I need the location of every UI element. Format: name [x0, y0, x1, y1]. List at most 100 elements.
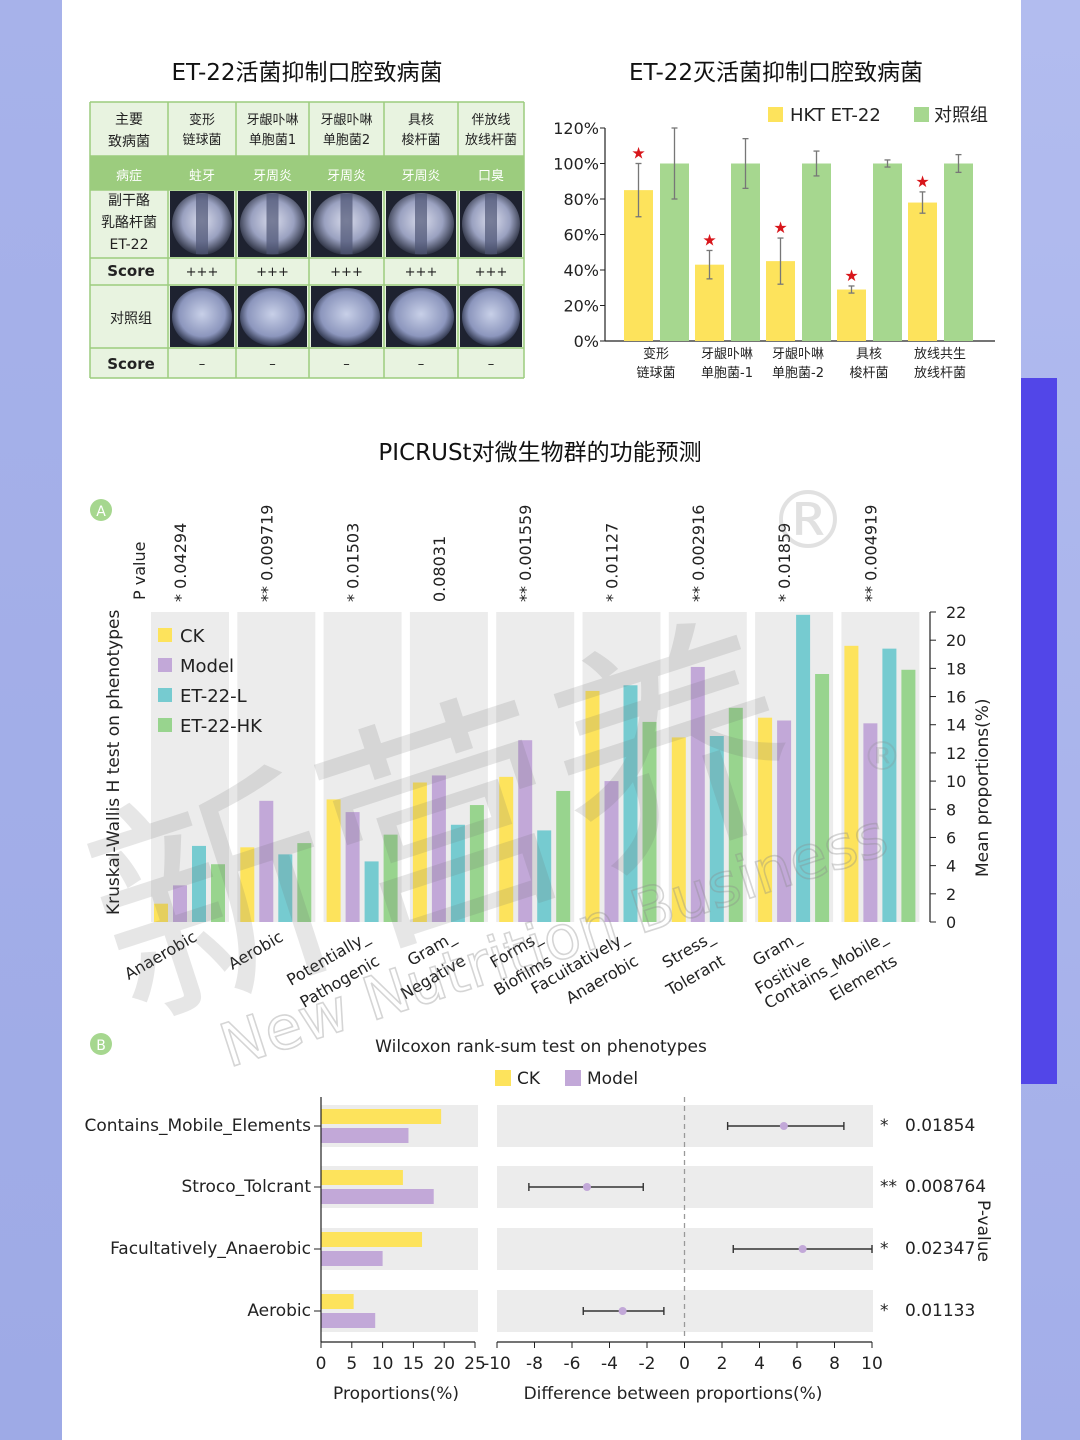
bar: [844, 645, 859, 922]
pvalue-label: * 0.01503: [344, 523, 363, 602]
x-tick-label: 具核: [856, 347, 882, 362]
legend-swatch: [158, 658, 172, 672]
inhibition-zone-streak: [340, 194, 353, 254]
pvalue-axis-label: P value: [130, 542, 149, 600]
table-pathogen-name: 变形: [189, 112, 215, 128]
bar: [211, 864, 225, 922]
bar: [450, 824, 465, 922]
table-disease: 口臭: [478, 169, 504, 184]
pvalue-label: * 0.01127: [603, 523, 622, 602]
legend-label: 对照组: [934, 105, 988, 126]
inhibition-zone-streak: [485, 194, 497, 254]
x-tick-label: 10: [372, 1354, 394, 1374]
x-tick-label: 5: [346, 1354, 357, 1374]
x-tick-label: 15: [403, 1354, 425, 1374]
bar: [321, 1189, 434, 1204]
x-tick-label: 2: [717, 1354, 728, 1374]
legend-swatch: [565, 1070, 581, 1086]
table-strain-score: +++: [186, 265, 219, 280]
pvalue-label: ** 0.009719: [257, 505, 276, 602]
significance-star: ★: [773, 218, 787, 237]
y-tick-label: 14: [946, 716, 966, 735]
table-pathogen-name: 放线杆菌: [465, 133, 517, 148]
x-tick-label: -8: [526, 1354, 543, 1374]
legend-swatch: [158, 628, 172, 642]
legend-label: CK: [180, 626, 206, 647]
bar: [364, 861, 379, 922]
legend-swatch: [495, 1070, 511, 1086]
disease-row-background: [90, 156, 524, 190]
legend-swatch: [158, 688, 172, 702]
inhibition-zone-streak: [266, 194, 279, 254]
inhibition-zone-streak: [415, 194, 427, 254]
control-plate-image: [313, 288, 380, 346]
pvalue-label: * 0.04294: [171, 523, 190, 602]
row-label: Contains_Mobile_Elements: [85, 1116, 312, 1136]
table-pathogen-name: 伴放线: [471, 113, 510, 128]
bar: [321, 1232, 423, 1247]
bar: [709, 736, 724, 922]
table-pathogen-name: 链球菌: [182, 133, 221, 148]
x-tick-label: 变形: [643, 346, 669, 362]
bar: [326, 799, 341, 922]
y-tick-label: 100%: [553, 155, 599, 174]
bar: [882, 648, 897, 922]
y-tick-label: 10: [946, 772, 966, 791]
legend-swatch: [914, 107, 929, 122]
pvalue-label: * 0.01859: [775, 523, 794, 602]
bar: [642, 721, 657, 922]
x-tick-label: -6: [564, 1354, 581, 1374]
bar: [173, 885, 187, 922]
y-tick-label: 22: [946, 603, 966, 622]
legend-swatch: [768, 107, 783, 122]
x-tick-label: 25: [464, 1354, 486, 1374]
row-label: Aerobic: [247, 1301, 311, 1321]
table-control-label: 对照组: [110, 311, 152, 327]
table-control-score: –: [269, 357, 276, 372]
watermark-registered-mark: ®: [768, 474, 848, 567]
x-tick-label: -2: [639, 1354, 656, 1374]
bar: [671, 737, 686, 922]
table-score-label: Score: [107, 355, 155, 373]
control-plate-image: [240, 288, 305, 346]
pvalue-label: 0.08031: [430, 536, 449, 602]
table-pathogen-name: 牙龈卟啉: [246, 113, 298, 128]
x-tick-label: 链球菌: [636, 366, 675, 381]
x-tick-label: 20: [433, 1354, 455, 1374]
significance-star: ★: [631, 144, 645, 163]
bar: [537, 830, 552, 922]
bar: [690, 666, 705, 922]
y-tick-label: 16: [946, 688, 966, 707]
bar: [758, 717, 773, 922]
inhibition-zone-streak: [196, 194, 208, 254]
y-tick-label: 12: [946, 744, 966, 763]
top-right-title: ET-22灭活菌抑制口腔致病菌: [629, 60, 923, 86]
control-plate-image: [388, 288, 454, 346]
table-disease: 牙周炎: [401, 169, 440, 184]
pvalue-label: ** 0.002916: [689, 505, 708, 602]
x-tick-label: 单胞菌-1: [701, 366, 753, 381]
bar: [383, 834, 398, 922]
y-tick-label: 18: [946, 659, 966, 678]
table-header-label: 致病菌: [108, 134, 150, 150]
y-tick-label: 40%: [563, 261, 599, 280]
table-strain-score: +++: [330, 265, 363, 280]
bar: [321, 1128, 409, 1143]
y-tick-label: 0%: [574, 332, 599, 351]
control-plate-image: [172, 288, 232, 346]
significance-mark: *: [880, 1239, 889, 1259]
bar: [321, 1109, 442, 1124]
table-score-label: Score: [107, 262, 155, 280]
bar: [321, 1170, 403, 1185]
bar: [499, 776, 514, 922]
middle-title: PICRUSt对微生物群的功能预测: [378, 440, 701, 466]
bar: [837, 289, 866, 341]
bar: [796, 614, 811, 922]
y-tick-label: 2: [946, 885, 956, 904]
table-control-score: –: [199, 357, 206, 372]
right-accent-bar: [1021, 378, 1057, 1084]
bar: [469, 805, 484, 922]
bar: [154, 903, 168, 922]
bar: [412, 782, 427, 922]
